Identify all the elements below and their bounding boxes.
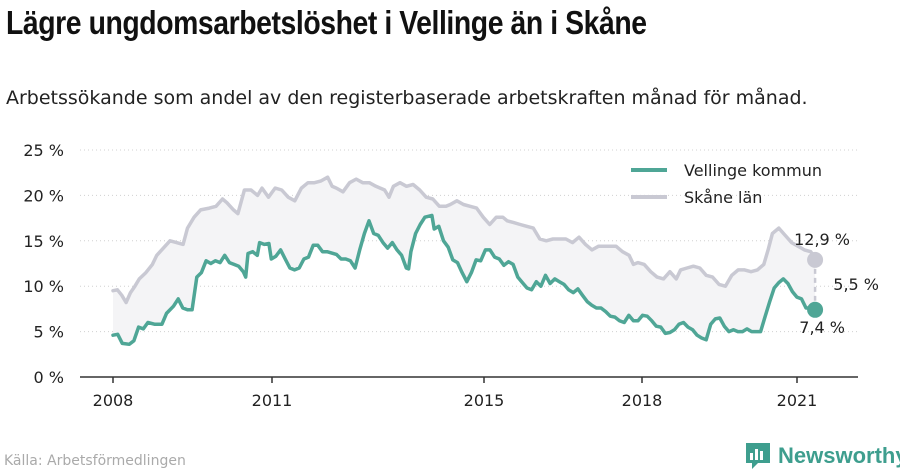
legend: Vellinge kommun Skåne län (631, 161, 822, 207)
vellinge-end-label: 7,4 % (799, 318, 845, 337)
brand-logo: Newsworthy (744, 440, 900, 472)
y-tick-label: 5 % (34, 323, 64, 342)
x-tick-label: 2008 (93, 391, 134, 410)
source-note: Källa: Arbetsförmedlingen (4, 453, 186, 469)
vellinge-kommun-line (111, 213, 817, 347)
x-tick-label: 2018 (622, 391, 663, 410)
x-tick-label: 2021 (777, 391, 818, 410)
page-subtitle: Arbetssökande som andel av den registerb… (6, 87, 808, 109)
vellinge-end-marker (807, 301, 824, 318)
y-tick-label: 25 % (23, 141, 64, 160)
skane-lan-line (111, 175, 817, 305)
difference-label: 5,5 % (833, 275, 879, 294)
y-tick-label: 0 % (34, 368, 64, 387)
newsworthy-logo-icon (746, 443, 770, 469)
skane-end-marker (807, 251, 824, 268)
legend-label-vellinge: Vellinge kommun (684, 161, 822, 180)
y-axis-ticks: 0 % 5 % 10 % 15 % 20 % 25 % (23, 141, 64, 387)
skane-end-label: 12,9 % (794, 230, 850, 249)
page-title: Lägre ungdomsarbetslöshet i Vellinge än … (6, 4, 647, 41)
y-tick-label: 10 % (23, 277, 64, 296)
end-annotations: 12,9 % 7,4 % 5,5 % (794, 230, 879, 337)
x-tick-label: 2015 (464, 391, 505, 410)
legend-label-skane: Skåne län (684, 188, 762, 207)
difference-band (113, 177, 816, 345)
y-tick-label: 15 % (23, 232, 64, 251)
x-axis-ticks: 2008 2011 2015 2018 2021 (93, 377, 818, 410)
y-tick-label: 20 % (23, 186, 64, 205)
x-tick-label: 2011 (252, 391, 293, 410)
brand-name: Newsworthy (778, 443, 900, 468)
